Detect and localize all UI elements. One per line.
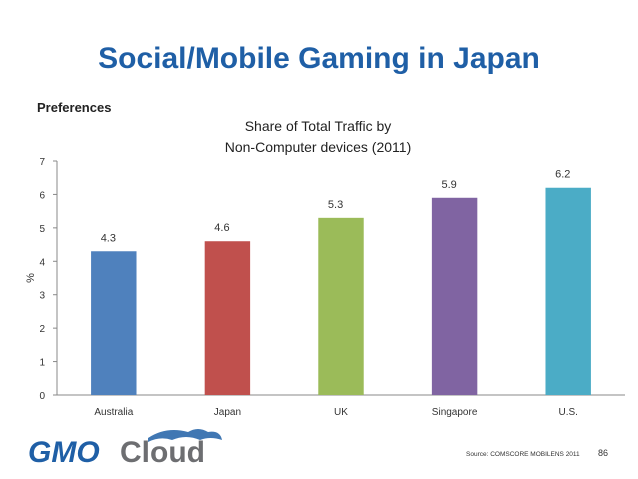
bar-value-label: 5.3 <box>328 199 343 211</box>
y-tick-label: 5 <box>39 224 45 235</box>
gmo-cloud-logo: GMO Cloud <box>28 429 222 468</box>
page-number: 86 <box>598 448 609 458</box>
chart-title-line-1: Share of Total Traffic by <box>245 118 392 134</box>
y-axis-ticks: 0 1 2 3 4 5 6 7 <box>39 157 57 402</box>
y-tick-label: 1 <box>39 358 45 369</box>
slide-subtitle: Preferences <box>37 100 112 115</box>
bar-value-label: 4.3 <box>101 232 116 244</box>
slide-title: Social/Mobile Gaming in Japan <box>98 42 540 75</box>
y-axis-label: % <box>25 273 37 283</box>
x-tick-label: Australia <box>94 407 133 418</box>
bar-value-label: 4.6 <box>214 222 229 234</box>
y-tick-label: 7 <box>39 157 45 168</box>
chart-title-line-2: Non-Computer devices (2011) <box>225 139 412 155</box>
y-tick-label: 2 <box>39 324 45 335</box>
source-note: Source: COMSCORE MOBILENS 2011 <box>466 451 580 458</box>
bar-value-label: 5.9 <box>441 179 456 191</box>
bar-uk <box>318 217 364 395</box>
x-tick-label: UK <box>334 407 348 418</box>
y-tick-label: 4 <box>39 257 45 268</box>
bar-u-s <box>545 187 591 395</box>
bar-australia <box>91 251 137 395</box>
bar-chart: Share of Total Traffic by Non-Computer d… <box>25 118 625 418</box>
bar-japan <box>204 241 251 395</box>
y-tick-label: 3 <box>39 291 45 302</box>
y-tick-label: 0 <box>39 391 45 402</box>
bar-value-label: 6.2 <box>555 169 570 181</box>
y-tick-label: 6 <box>39 190 45 201</box>
cloud-swoosh-icon <box>148 429 222 442</box>
bars-group: 4.3 4.6 5.3 5.9 6.2 <box>91 169 591 395</box>
x-tick-label: U.S. <box>558 407 577 418</box>
logo-text-cloud: Cloud <box>120 436 205 468</box>
x-tick-label: Japan <box>214 407 241 418</box>
x-tick-label: Singapore <box>432 407 478 418</box>
bar-singapore <box>431 197 478 395</box>
logo-text-gmo: GMO <box>28 436 100 468</box>
x-axis-tick-labels: Australia Japan UK Singapore U.S. <box>94 407 578 418</box>
